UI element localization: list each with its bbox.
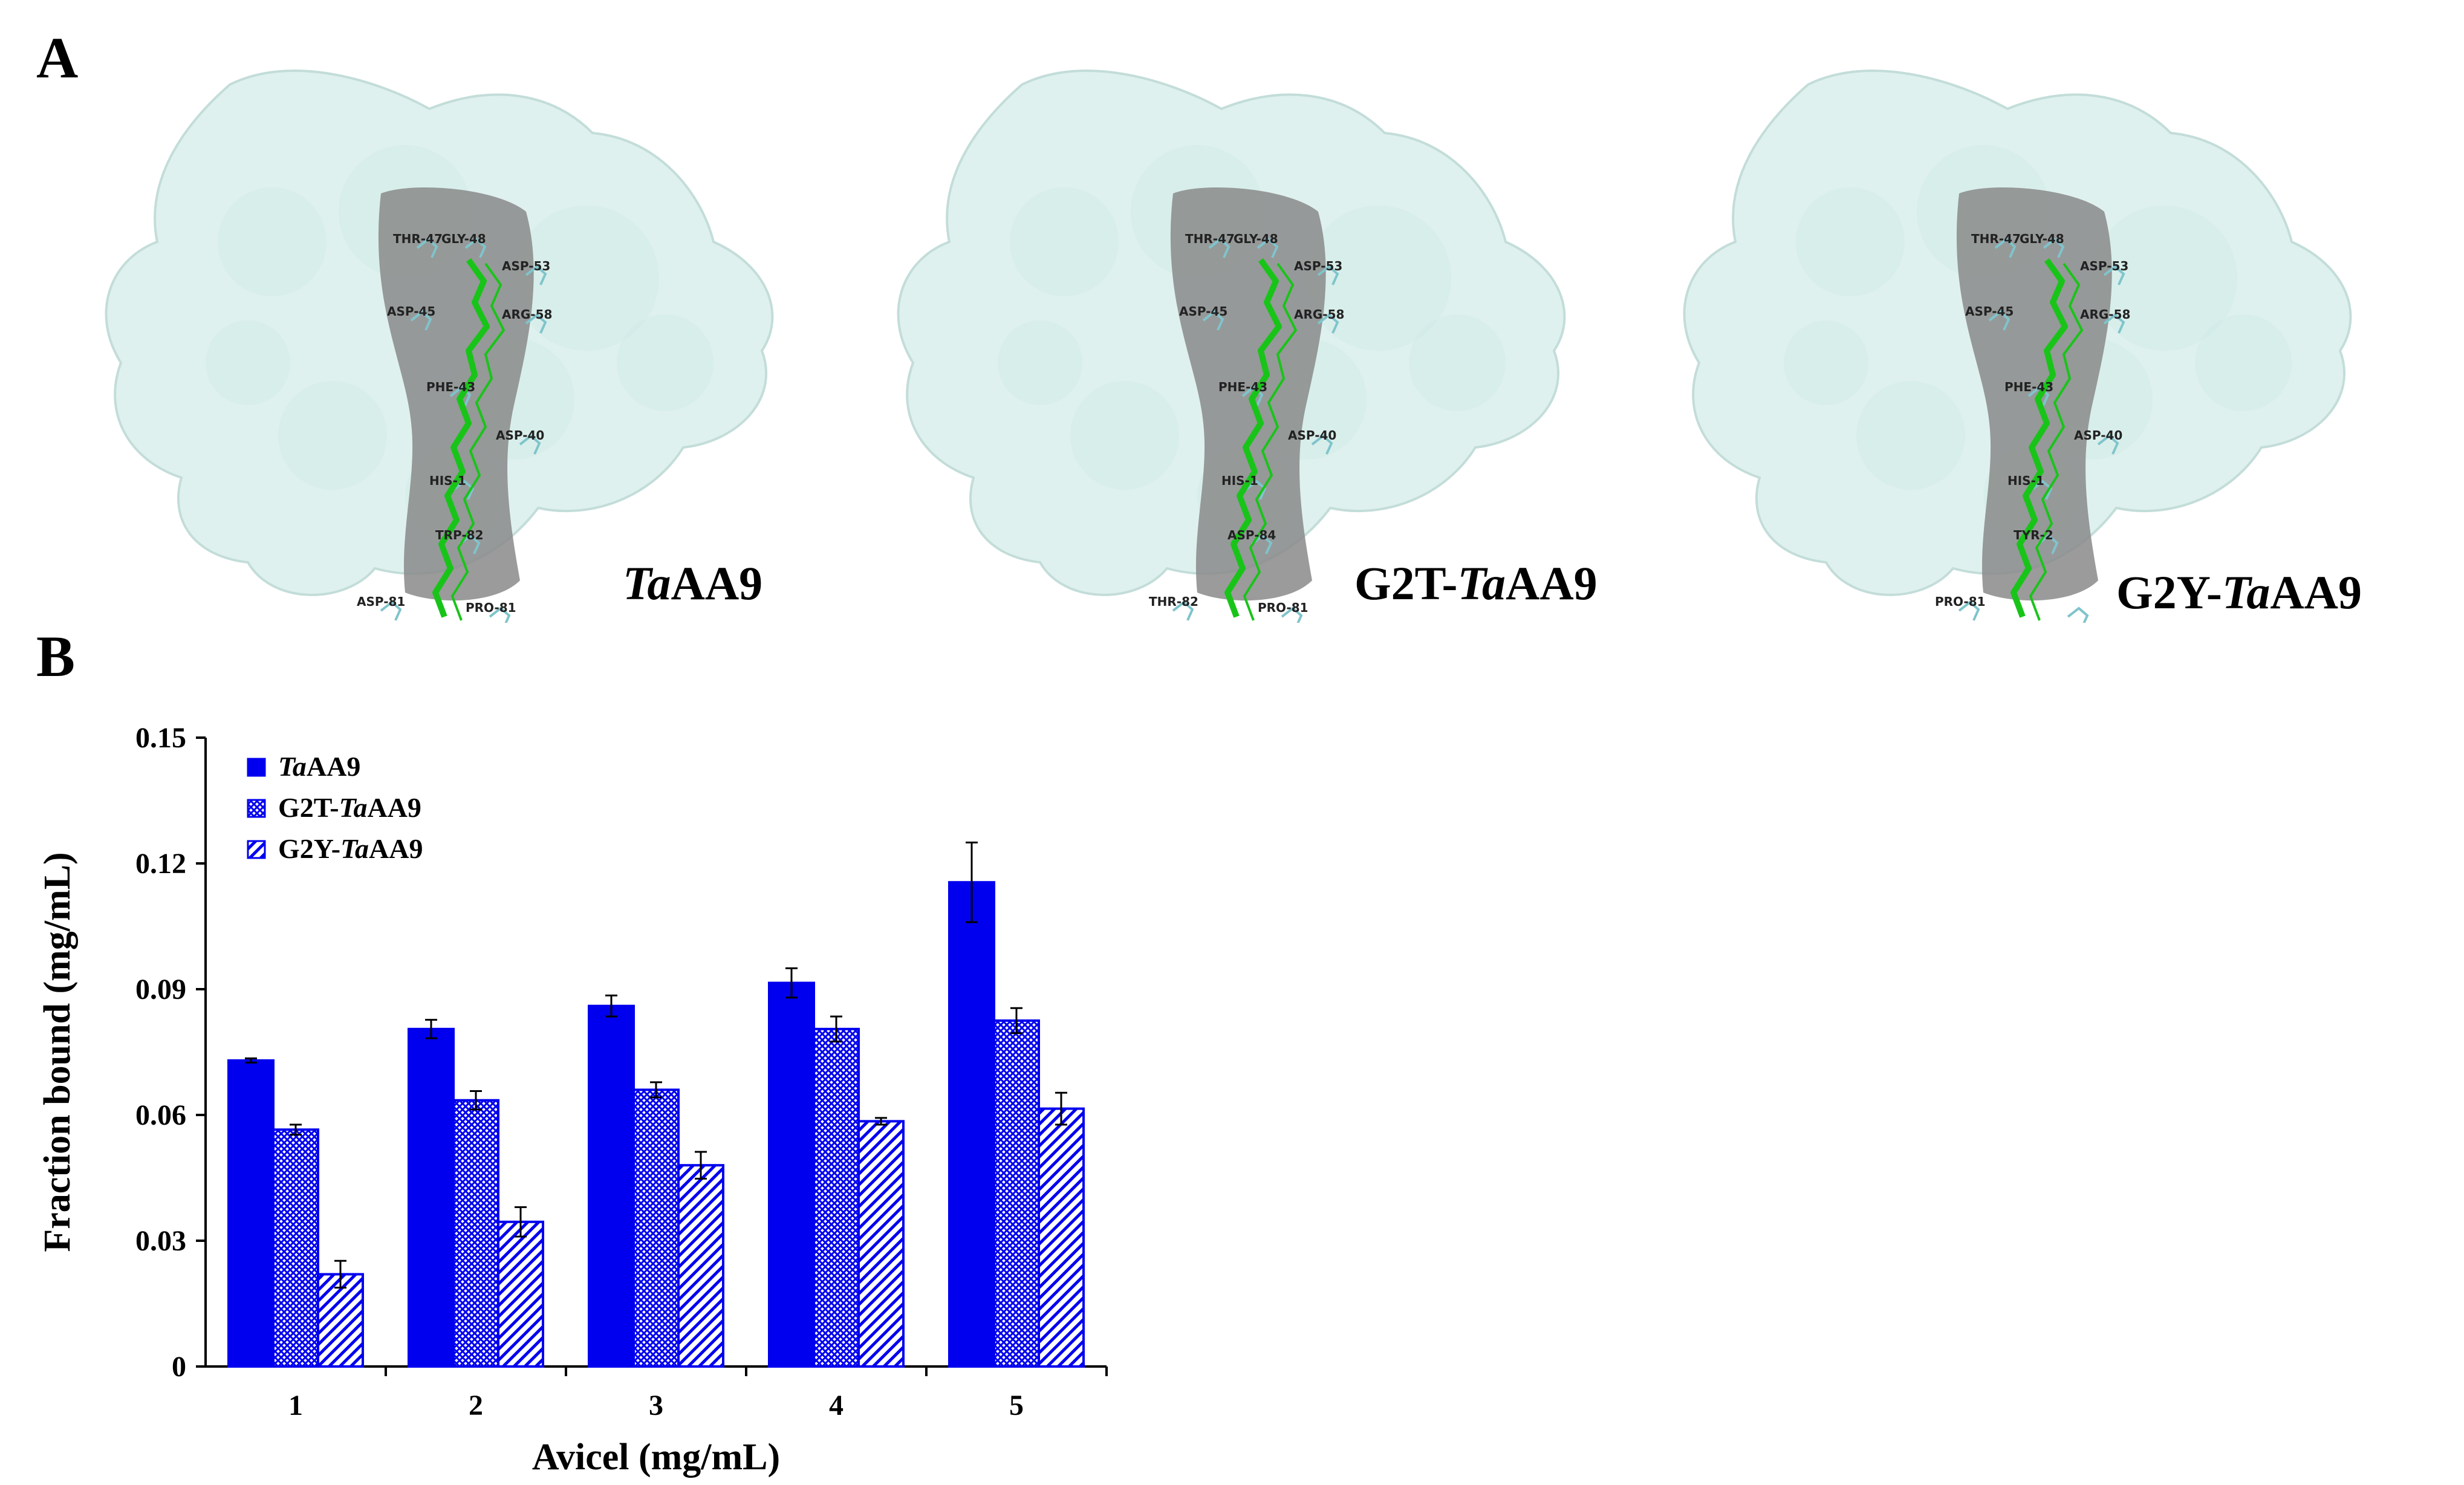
bar xyxy=(1038,1107,1085,1368)
bar xyxy=(813,1027,860,1368)
structure-g2t-taaa9: THR-47 GLY-48 ASP-53 ASP-45 ARG-58 PHE-43 ASP-… xyxy=(883,60,1669,627)
residue-label: GLY-48 xyxy=(2020,232,2064,246)
residue-label: PRO-81 xyxy=(1258,600,1308,615)
residue-label: ASP-40 xyxy=(2074,428,2122,443)
residue-label: ASP-84 xyxy=(1227,528,1276,542)
bar xyxy=(993,1019,1040,1368)
y-tick-label: 0 xyxy=(172,1351,186,1383)
bar xyxy=(632,1088,680,1368)
bar xyxy=(857,1120,905,1368)
structure-name: TaAA9 xyxy=(623,557,763,609)
x-tick-label: 4 xyxy=(829,1389,844,1422)
x-tick-label: 5 xyxy=(1009,1389,1024,1422)
bar xyxy=(948,881,995,1368)
residue-label: HIS-1 xyxy=(2007,473,2044,488)
bar xyxy=(408,1027,455,1368)
bar xyxy=(588,1004,635,1368)
legend-label: G2Y-TaAA9 xyxy=(278,833,423,864)
error-bar xyxy=(966,841,978,923)
error-bar xyxy=(245,1057,257,1064)
legend-swatch xyxy=(247,758,266,777)
residue-label: HIS-1 xyxy=(429,473,466,488)
legend-swatch xyxy=(247,840,266,859)
x-tick-label: 2 xyxy=(469,1389,483,1422)
residue-label: ASP-81 xyxy=(357,594,405,609)
residue-label: PHE-43 xyxy=(1218,380,1267,394)
residue-label: PRO-81 xyxy=(466,600,516,615)
legend-label: TaAA9 xyxy=(278,751,360,782)
error-bar xyxy=(334,1259,346,1289)
error-bar xyxy=(650,1081,662,1099)
structure-name: G2Y-TaAA9 xyxy=(2116,566,2362,619)
bar-chart: 0 0.03 0.06 0.09 0.12 0.15 1 2 3 4 5 TaAA9 G2T-TaAA9… xyxy=(37,722,1108,1478)
residue-label: TYR-2 xyxy=(2014,528,2053,542)
residue-label: GLY-48 xyxy=(1234,232,1278,246)
residue-label: GLY-48 xyxy=(441,232,486,246)
legend-label: G2T-TaAA9 xyxy=(278,792,421,823)
bar xyxy=(497,1220,544,1368)
error-bar xyxy=(695,1151,707,1180)
residue-label: ASP-45 xyxy=(387,304,435,319)
y-tick-label: 0.15 xyxy=(135,722,186,754)
error-bar xyxy=(605,994,617,1018)
panel-b-label: B xyxy=(36,624,76,689)
error-bar xyxy=(1010,1007,1022,1035)
residue-label: ASP-53 xyxy=(1294,259,1342,273)
x-tick-label: 1 xyxy=(288,1389,303,1422)
residue-label: THR-47 xyxy=(393,232,443,246)
residue-label: PRO-81 xyxy=(1935,594,1986,609)
y-tick-label: 0.06 xyxy=(135,1099,186,1131)
residue-label: ASP-40 xyxy=(496,428,544,443)
residue-label: ARG-58 xyxy=(2080,307,2130,322)
bar xyxy=(768,981,815,1368)
structure-taaa9: THR-47 GLY-48 ASP-53 ASP-45 ARG-58 PHE-43 ASP-… xyxy=(91,60,877,627)
panel-a-label: A xyxy=(36,25,79,90)
bar xyxy=(227,1059,275,1368)
bar xyxy=(272,1128,319,1368)
y-tick-label: 0.09 xyxy=(135,973,186,1006)
structure-g2y-taaa9: THR-47 GLY-48 ASP-53 ASP-45 ARG-58 PHE-43 ASP-… xyxy=(1669,60,2455,627)
residue-label: ASP-53 xyxy=(2080,259,2128,273)
legend-swatch xyxy=(247,799,266,818)
residue-label: ASP-40 xyxy=(1288,428,1336,443)
y-tick-label: 0.03 xyxy=(135,1225,186,1257)
residue-label: ARG-58 xyxy=(502,307,552,322)
error-bar xyxy=(470,1090,482,1111)
error-bar xyxy=(830,1015,842,1043)
residue-label: HIS-1 xyxy=(1221,473,1258,488)
x-axis-title: Avicel (mg/mL) xyxy=(532,1437,780,1478)
residue-label: ASP-45 xyxy=(1965,304,2014,319)
error-bar xyxy=(290,1123,302,1136)
error-bar xyxy=(875,1117,887,1126)
residue-label: PHE-43 xyxy=(426,380,475,394)
residue-label: ASP-45 xyxy=(1179,304,1227,319)
error-bar xyxy=(425,1019,437,1039)
error-bar xyxy=(1055,1091,1067,1126)
bar xyxy=(452,1099,499,1368)
bar xyxy=(677,1164,724,1368)
residue-label: ASP-53 xyxy=(502,259,550,273)
structure-name: G2T-TaAA9 xyxy=(1354,557,1598,609)
x-tick-label: 3 xyxy=(649,1389,663,1422)
residue-label: TRP-82 xyxy=(435,528,483,542)
y-tick-label: 0.12 xyxy=(135,848,186,880)
residue-label: THR-82 xyxy=(1149,594,1198,609)
residue-label: THR-47 xyxy=(1185,232,1235,246)
residue-label: THR-47 xyxy=(1971,232,2021,246)
residue-label: ARG-58 xyxy=(1294,307,1344,322)
y-axis-title: Fraction bound (mg/mL) xyxy=(37,852,78,1252)
error-bar xyxy=(785,967,798,999)
error-bar xyxy=(515,1206,527,1238)
residue-label: PHE-43 xyxy=(2004,380,2053,394)
